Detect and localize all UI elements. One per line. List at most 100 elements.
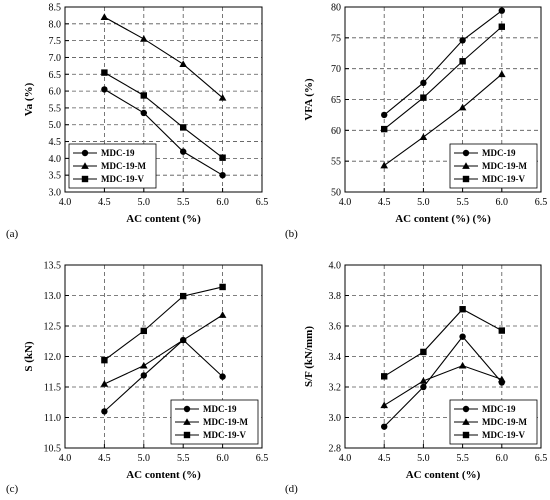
x-tick-label: 4.0: [59, 197, 72, 208]
y-tick-label: 8.0: [49, 19, 62, 30]
plot-frame: [64, 6, 263, 193]
data-point: [140, 92, 147, 99]
panel-label: (b): [285, 228, 298, 240]
x-tick-label: 6.0: [216, 197, 229, 208]
y-tick-label: 13.0: [44, 291, 62, 302]
series-line: [104, 339, 223, 412]
y-tick-label: 80: [331, 3, 341, 14]
y-tick-label: 70: [331, 64, 341, 75]
panel-label: (c): [6, 483, 19, 495]
data-point: [459, 37, 466, 44]
data-point: [419, 377, 428, 384]
legend: MDC-19 MDC-19-M MDC-19-V: [449, 399, 538, 445]
legend-marker: [183, 405, 191, 413]
x-tick-label: 5.0: [138, 453, 151, 464]
legend-label: MDC-19-V: [101, 174, 144, 184]
x-tick-label: 6.5: [256, 197, 269, 208]
x-tick-label: 6.5: [535, 197, 548, 208]
legend-label: MDC-19: [101, 148, 135, 158]
y-tick-label: 60: [331, 126, 341, 137]
x-tick-label: 6.5: [535, 453, 548, 464]
x-tick-label: 4.5: [98, 453, 111, 464]
chart-panel-3: 4.0 4.5 5.0 5.5 6.0 6.5 10.5 11.0 11.5 12.0 12.5 13…: [6, 261, 268, 496]
y-tick-label: 7.5: [49, 36, 62, 47]
y-tick-label: 12.5: [44, 322, 62, 333]
legend-marker: [462, 405, 470, 413]
data-point: [180, 292, 187, 300]
x-tick-label: 5.5: [177, 453, 190, 464]
y-tick-label: 6.0: [49, 87, 62, 98]
legend-label: MDC-19: [203, 404, 237, 414]
x-tick-label: 4.5: [98, 197, 111, 208]
x-tick-label: 6.5: [256, 453, 269, 464]
legend-marker: [183, 418, 191, 425]
series-mdc-19-v: [101, 283, 226, 364]
y-tick-label: 5.5: [49, 103, 62, 114]
data-point: [218, 311, 227, 318]
legend-marker: [462, 431, 470, 439]
series-mdc-19-v: [101, 69, 226, 161]
y-tick-label: 2.8: [329, 444, 342, 455]
y-tick-label: 7.0: [49, 53, 62, 64]
data-point: [140, 361, 148, 369]
y-axis-label: S (kN): [23, 341, 35, 372]
data-point: [419, 133, 428, 140]
x-axis-label: AC content (%): [126, 469, 201, 481]
y-tick-label: 50: [331, 188, 341, 199]
series-line: [383, 365, 502, 406]
legend: MDC-19 MDC-19-M MDC-19-V: [170, 399, 259, 445]
data-point: [219, 373, 226, 380]
data-point: [459, 333, 466, 340]
data-point: [101, 69, 108, 76]
series-line: [104, 314, 223, 385]
legend-label: MDC-19-V: [482, 174, 525, 184]
chart-panel-2: 4.0 4.5 5.0 5.5 6.0 6.5 50 55 60 65 70 75 80 AC conte…: [285, 3, 547, 241]
data-point: [219, 283, 226, 291]
data-point: [380, 161, 388, 169]
legend-marker: [81, 162, 89, 169]
data-point: [100, 13, 109, 20]
data-point: [459, 58, 466, 65]
y-tick-label: 3.5: [49, 171, 62, 182]
data-point: [180, 148, 187, 155]
legend-marker: [462, 162, 470, 169]
y-tick-label: 5.0: [49, 120, 62, 131]
legend-label: MDC-19: [482, 148, 516, 158]
legend-label: MDC-19-M: [482, 161, 527, 171]
legend-label: MDC-19-M: [101, 161, 146, 171]
series-line: [104, 88, 223, 176]
y-tick-label: 6.5: [49, 70, 62, 81]
grid-lines: [345, 7, 541, 192]
y-tick-label: 3.6: [329, 322, 342, 333]
data-point: [381, 373, 388, 380]
data-point: [380, 401, 388, 409]
series-line: [383, 10, 503, 116]
y-tick-label: 4.0: [49, 154, 62, 165]
x-tick-label: 4.0: [59, 453, 72, 464]
series-mdc-19-m: [100, 311, 227, 387]
data-point: [218, 94, 227, 101]
data-point: [101, 356, 108, 364]
y-tick-label: 12.0: [44, 352, 62, 363]
data-point: [100, 380, 109, 387]
x-tick-label: 6.0: [216, 453, 229, 464]
series-line: [383, 308, 503, 377]
legend-marker: [183, 431, 191, 439]
legend: MDC-19 MDC-19-M MDC-19-V: [68, 143, 157, 189]
x-tick-label: 4.5: [378, 453, 391, 464]
series-line: [383, 73, 503, 166]
y-tick-label: 55: [331, 157, 341, 168]
series-line: [104, 16, 223, 99]
data-point: [179, 336, 187, 343]
legend-marker: [81, 149, 89, 157]
data-point: [381, 111, 388, 119]
data-point: [498, 327, 505, 334]
series-mdc-19-m: [100, 13, 227, 101]
data-point: [140, 372, 147, 379]
x-tick-label: 4.0: [339, 197, 352, 208]
series-mdc-19: [381, 333, 505, 430]
legend-label: MDC-19-M: [482, 417, 527, 427]
data-point: [420, 79, 427, 87]
data-point: [101, 86, 108, 93]
y-tick-label: 8.5: [49, 3, 62, 14]
